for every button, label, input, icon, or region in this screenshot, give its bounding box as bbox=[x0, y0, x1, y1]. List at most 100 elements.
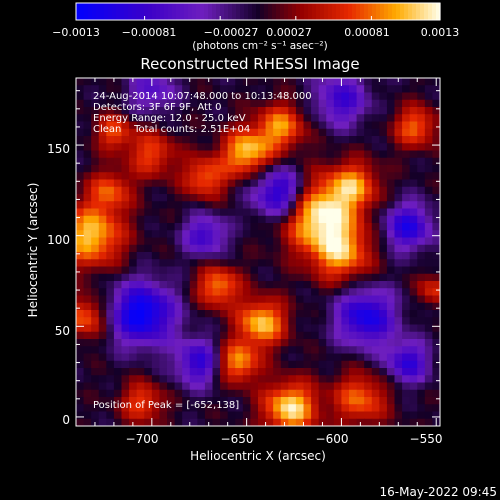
heatmap-cell bbox=[250, 317, 259, 325]
heatmap-cell bbox=[98, 186, 107, 195]
heatmap-cell bbox=[273, 244, 282, 253]
heatmap-cell bbox=[349, 201, 358, 209]
heatmap-cell bbox=[273, 252, 282, 260]
heatmap-cell bbox=[91, 389, 100, 398]
heatmap-cell bbox=[212, 165, 221, 173]
heatmap-cell bbox=[333, 201, 342, 209]
heatmap-cell bbox=[250, 360, 259, 369]
heatmap-cell bbox=[349, 165, 358, 173]
heatmap-cell bbox=[250, 418, 259, 427]
heatmap-cell bbox=[91, 114, 100, 122]
heatmap-cell bbox=[394, 157, 403, 166]
heatmap-cell bbox=[303, 418, 312, 427]
heatmap-cell bbox=[402, 411, 411, 420]
heatmap-cell bbox=[121, 389, 130, 398]
heatmap-cell bbox=[402, 418, 411, 427]
heatmap-cell bbox=[242, 136, 251, 144]
heatmap-cell bbox=[204, 389, 213, 398]
heatmap-cell bbox=[242, 281, 251, 289]
heatmap-cell bbox=[273, 150, 282, 159]
heatmap-cell bbox=[113, 230, 122, 238]
heatmap-cell bbox=[386, 157, 395, 166]
heatmap-cell bbox=[83, 360, 92, 369]
heatmap-cell bbox=[220, 85, 229, 93]
heatmap-cell bbox=[349, 375, 358, 383]
colorbar-cell bbox=[344, 3, 349, 20]
heatmap-cell bbox=[432, 273, 441, 282]
heatmap-cell bbox=[371, 128, 380, 137]
heatmap-cell bbox=[288, 107, 297, 115]
heatmap-cell bbox=[204, 404, 213, 412]
colorbar-cell bbox=[128, 3, 133, 20]
x-tick-label: −650 bbox=[221, 432, 254, 446]
heatmap-cell bbox=[280, 288, 289, 296]
heatmap-cell bbox=[303, 157, 312, 166]
heatmap-cell bbox=[424, 215, 433, 224]
heatmap-cell bbox=[273, 136, 282, 144]
heatmap-cell bbox=[349, 324, 358, 333]
heatmap-cell bbox=[303, 360, 312, 369]
heatmap-cell bbox=[288, 317, 297, 325]
heatmap-cell bbox=[121, 78, 130, 86]
heatmap-cell bbox=[333, 360, 342, 369]
heatmap-cell bbox=[417, 397, 426, 405]
heatmap-cell bbox=[280, 172, 289, 180]
heatmap-cell bbox=[394, 107, 403, 115]
heatmap-cell bbox=[197, 136, 206, 144]
heatmap-cell bbox=[295, 302, 304, 311]
heatmap-cell bbox=[83, 230, 92, 238]
colorbar-cell bbox=[148, 3, 153, 20]
heatmap-cell bbox=[273, 223, 282, 231]
heatmap-cell bbox=[303, 281, 312, 289]
colorbar-cell bbox=[272, 3, 277, 20]
heatmap-cell bbox=[189, 259, 198, 267]
heatmap-cell bbox=[235, 259, 244, 267]
heatmap-cell bbox=[91, 339, 100, 347]
heatmap-cell bbox=[136, 223, 145, 231]
heatmap-cell bbox=[258, 252, 267, 260]
heatmap-cell bbox=[91, 194, 100, 202]
heatmap-cell bbox=[91, 136, 100, 144]
heatmap-cell bbox=[106, 339, 115, 347]
heatmap-cell bbox=[265, 295, 274, 304]
heatmap-cell bbox=[303, 368, 312, 376]
heatmap-cell bbox=[227, 230, 236, 238]
heatmap-cell bbox=[212, 317, 221, 325]
heatmap-cell bbox=[318, 244, 327, 253]
heatmap-cell bbox=[432, 165, 441, 173]
heatmap-cell bbox=[106, 92, 115, 101]
heatmap-cell bbox=[129, 288, 138, 296]
heatmap-cell bbox=[129, 128, 138, 137]
heatmap-cell bbox=[311, 360, 320, 369]
heatmap-cell bbox=[174, 150, 183, 159]
heatmap-cell bbox=[113, 310, 122, 318]
heatmap-cell bbox=[432, 136, 441, 144]
heatmap-cell bbox=[402, 186, 411, 195]
heatmap-cell bbox=[144, 360, 153, 369]
heatmap-cell bbox=[318, 252, 327, 260]
heatmap-cell bbox=[151, 324, 160, 333]
heatmap-cell bbox=[417, 99, 426, 108]
heatmap-cell bbox=[364, 157, 373, 166]
heatmap-cell bbox=[121, 128, 130, 137]
heatmap-cell bbox=[295, 273, 304, 282]
heatmap-cell bbox=[280, 266, 289, 275]
colorbar-cell bbox=[288, 3, 293, 20]
colorbar-cell bbox=[188, 3, 193, 20]
heatmap-cell bbox=[136, 353, 145, 362]
heatmap-cell bbox=[197, 150, 206, 159]
heatmap-cell bbox=[326, 404, 335, 412]
heatmap-cell bbox=[121, 317, 130, 325]
heatmap-cell bbox=[371, 92, 380, 101]
heatmap-cell bbox=[303, 295, 312, 304]
heatmap-cell bbox=[98, 252, 107, 260]
colorbar-cell bbox=[96, 3, 101, 20]
heatmap-cell bbox=[250, 237, 259, 246]
heatmap-cell bbox=[129, 353, 138, 362]
heatmap-cell bbox=[417, 353, 426, 362]
heatmap-cell bbox=[121, 404, 130, 412]
heatmap-cell bbox=[204, 186, 213, 195]
heatmap-cell bbox=[432, 114, 441, 122]
heatmap-cell bbox=[151, 411, 160, 420]
heatmap-cell bbox=[356, 346, 365, 354]
